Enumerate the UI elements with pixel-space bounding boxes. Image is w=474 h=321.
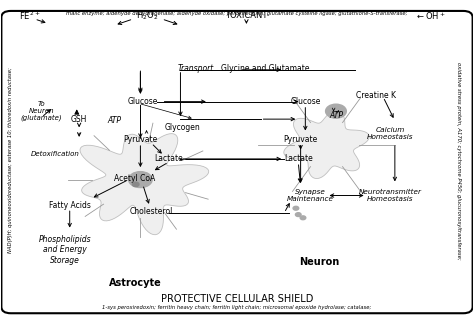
Text: Glycogen: Glycogen (165, 123, 201, 132)
Text: Lactate: Lactate (155, 154, 183, 163)
Text: GSH: GSH (71, 115, 87, 124)
Circle shape (295, 213, 301, 216)
Text: Synapse
Maintenance: Synapse Maintenance (287, 189, 334, 202)
Text: Acetyl CoA: Acetyl CoA (114, 174, 155, 183)
Text: Pyruvate: Pyruvate (123, 135, 157, 144)
Text: Astrocyte: Astrocyte (109, 278, 162, 288)
Text: Fatty Acids: Fatty Acids (49, 201, 91, 210)
Text: Glucose: Glucose (128, 97, 158, 106)
Text: malic enzyme; aldehyde dehydrogenase; aldehyde oxidase; peroxiredoxin; glutamate: malic enzyme; aldehyde dehydrogenase; al… (66, 11, 408, 16)
Text: Glycine and Glutamate: Glycine and Glutamate (221, 64, 310, 73)
Text: Pyruvate: Pyruvate (283, 135, 318, 144)
Circle shape (128, 172, 152, 187)
Text: Detoxification: Detoxification (31, 151, 80, 157)
Circle shape (293, 206, 299, 210)
Text: Creatine K: Creatine K (356, 91, 396, 100)
Text: Lactate: Lactate (284, 154, 313, 163)
Text: Phospholipids
and Energy
Storage: Phospholipids and Energy Storage (39, 235, 91, 265)
Polygon shape (284, 111, 369, 178)
Text: ATP: ATP (108, 116, 121, 125)
Text: oxidative stress protein, A170; cytochrome P450; glucuronosyltransferase;: oxidative stress protein, A170; cytochro… (456, 62, 461, 259)
Text: Transport: Transport (178, 64, 214, 73)
Circle shape (300, 216, 306, 220)
Text: PROTECTIVE CELLULAR SHIELD: PROTECTIVE CELLULAR SHIELD (161, 294, 313, 304)
Text: Cholesterol: Cholesterol (129, 207, 173, 216)
Text: NAD(P)H; quinoneoxidoreductase; esterase 10; thioredoxin reductase;: NAD(P)H; quinoneoxidoreductase; esterase… (9, 68, 13, 253)
Text: ATP: ATP (329, 111, 343, 120)
Text: Calcium
Homeostasis: Calcium Homeostasis (367, 127, 413, 140)
Circle shape (326, 104, 346, 118)
Text: H$_2$O$_2$: H$_2$O$_2$ (137, 9, 159, 22)
Text: To
Neuron
(glutamate): To Neuron (glutamate) (21, 101, 62, 121)
Text: TOXICANT: TOXICANT (225, 11, 268, 20)
Text: Neuron: Neuron (300, 257, 339, 267)
Text: FE$^{2+}$: FE$^{2+}$ (19, 10, 40, 22)
Polygon shape (80, 134, 209, 235)
Circle shape (132, 182, 139, 187)
Text: $\leftarrow$OH$^+$: $\leftarrow$OH$^+$ (415, 10, 446, 22)
Text: Glucose: Glucose (290, 97, 320, 106)
FancyBboxPatch shape (1, 11, 473, 313)
Text: 1-sys peroxiredoxin; ferritin heavy chain; ferritin light chain; microsomal epox: 1-sys peroxiredoxin; ferritin heavy chai… (102, 305, 372, 310)
Text: Neurotransmitter
Homeostasis: Neurotransmitter Homeostasis (359, 189, 422, 202)
